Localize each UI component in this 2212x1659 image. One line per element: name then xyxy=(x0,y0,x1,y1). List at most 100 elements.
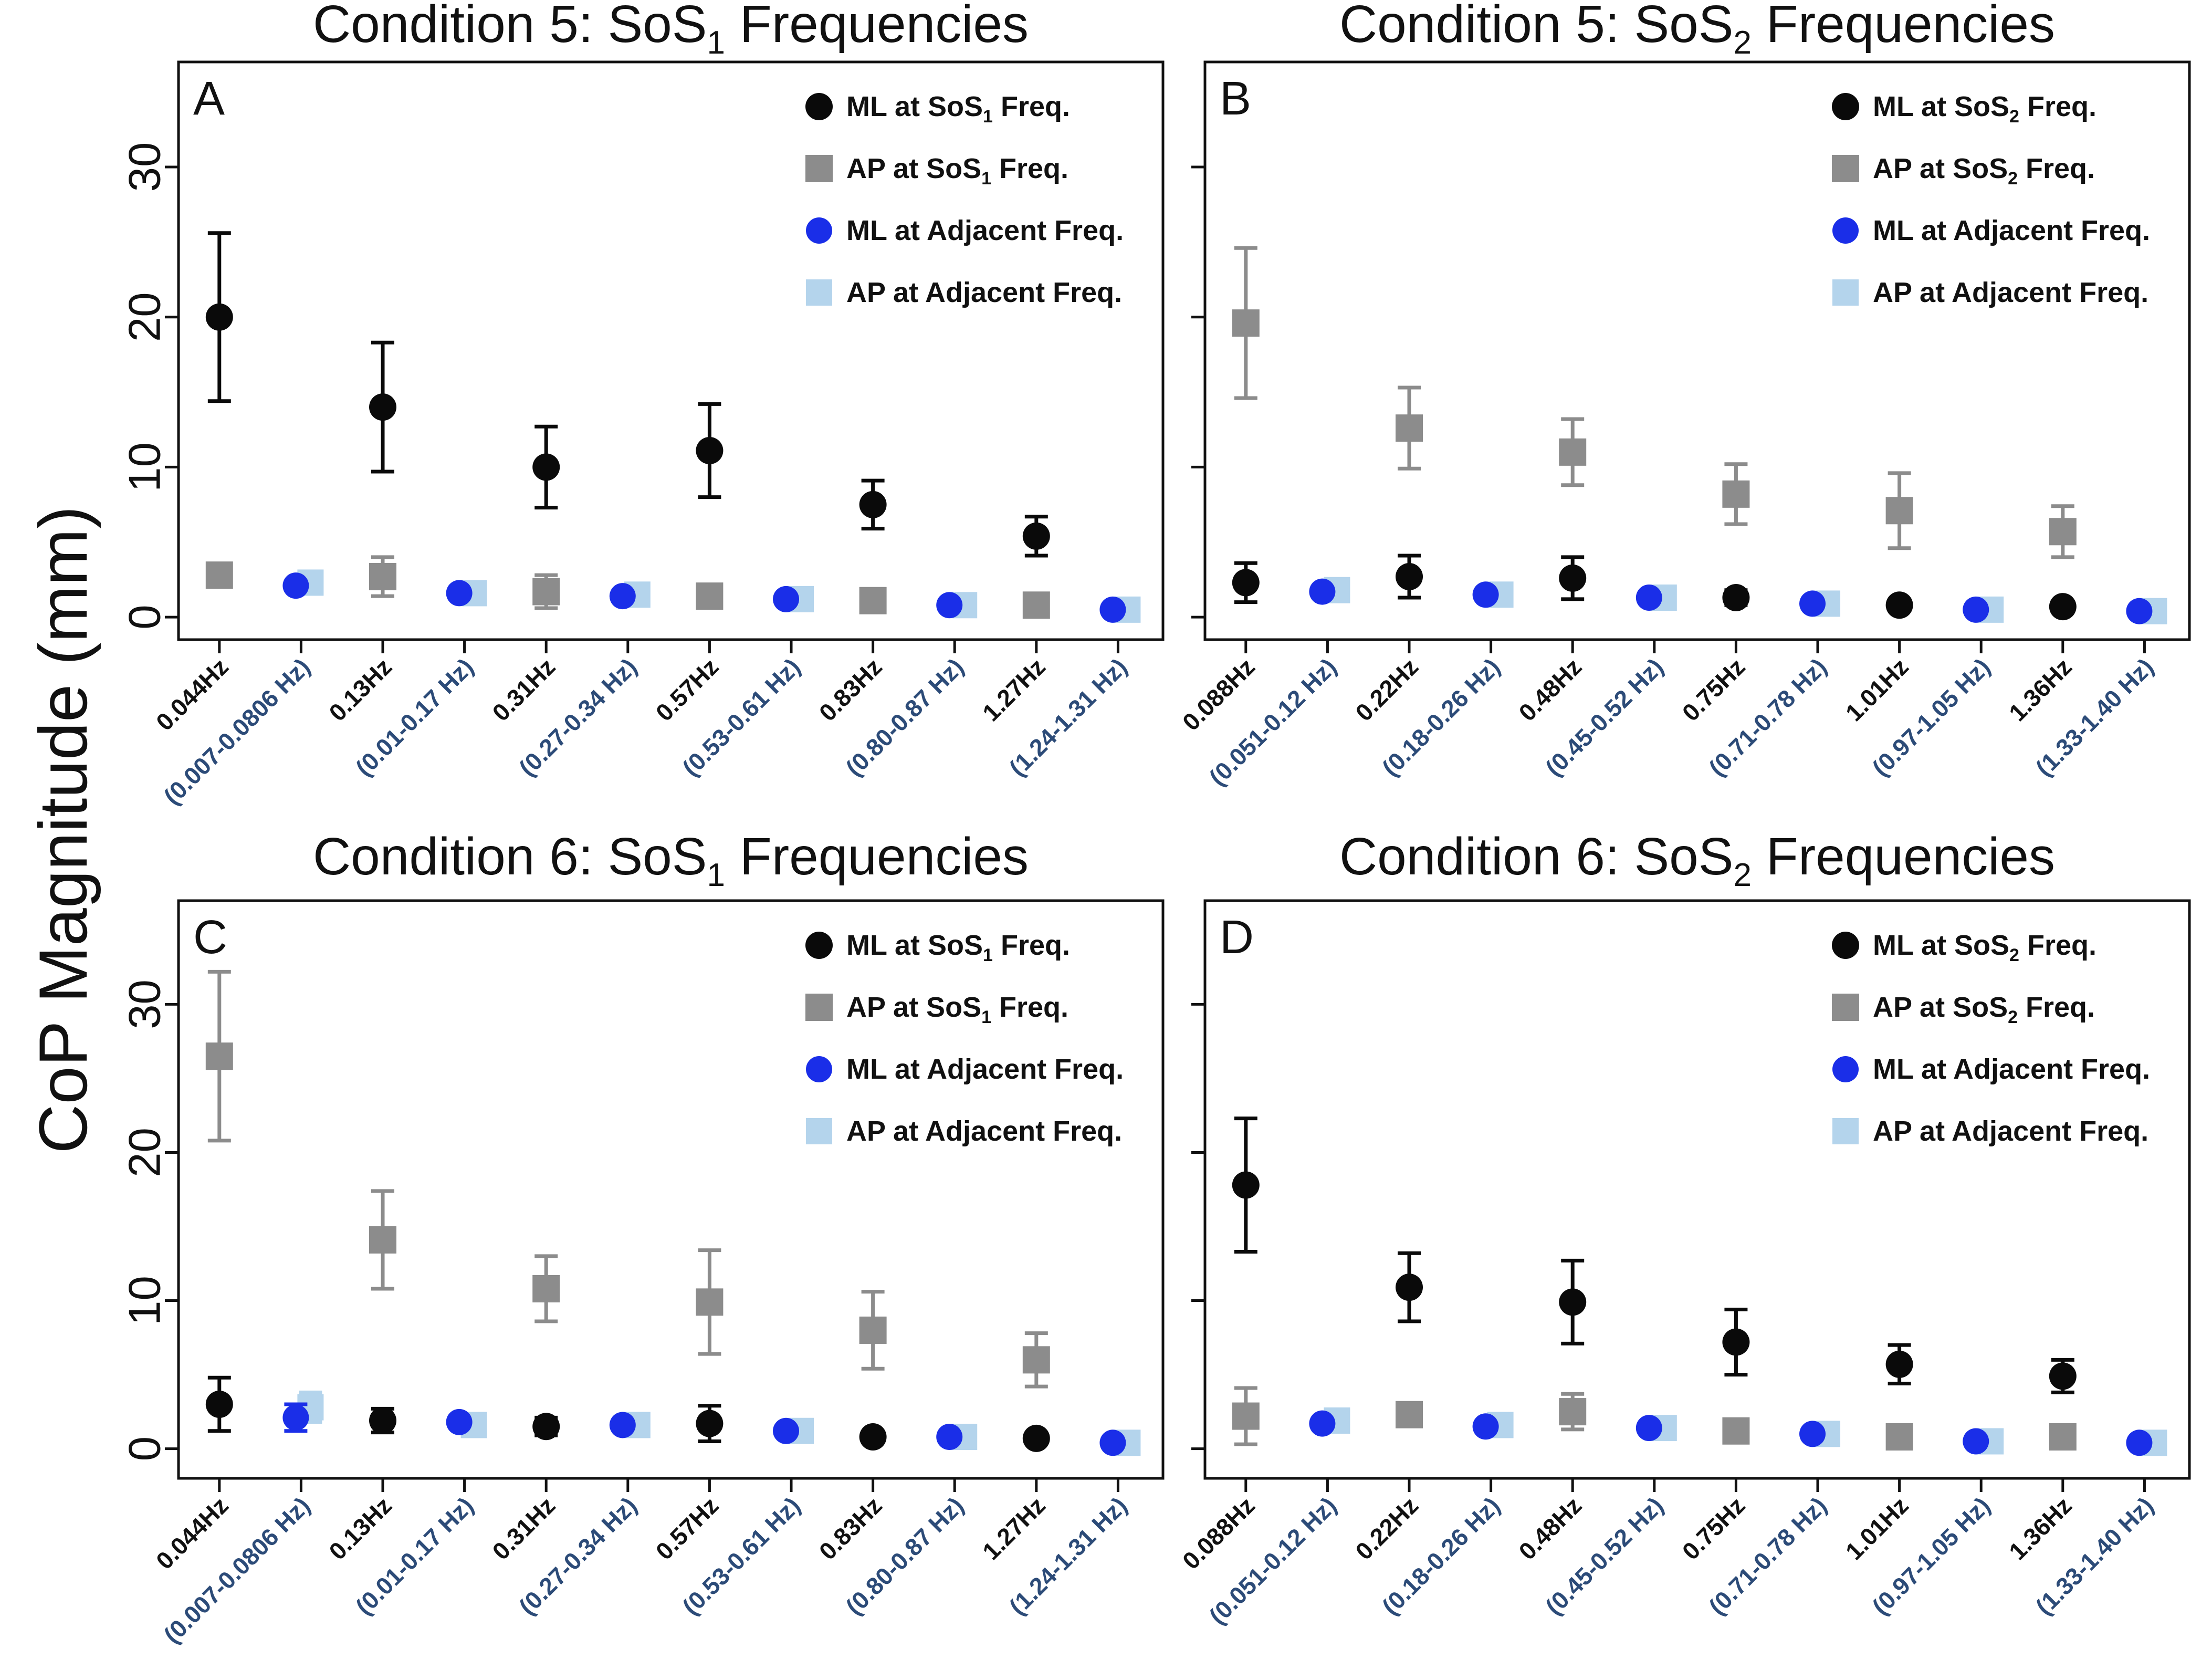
legend-label-main: AP at Adjacent Freq. xyxy=(1873,277,2148,308)
point-ap-sos xyxy=(1396,414,1423,442)
panel-c: Condition 6: SoS1 FrequenciesC01020300.0… xyxy=(120,827,1165,1648)
point-ml-adj xyxy=(1309,578,1336,605)
x-tick-label: (0.007-0.0806 Hz) xyxy=(159,653,316,810)
point-ml-sos xyxy=(2049,1362,2077,1390)
point-ml-adj xyxy=(773,1417,800,1444)
legend-label-main: AP at SoS xyxy=(846,992,981,1023)
legend-label: ML at Adjacent Freq. xyxy=(1873,215,2150,246)
plot-frame xyxy=(1203,60,2191,641)
legend-label-suffix: Freq. xyxy=(993,930,1070,961)
point-ap-sos xyxy=(205,561,233,589)
x-tick-label: 0.75Hz xyxy=(1677,653,1750,726)
point-ml-adj xyxy=(2126,598,2153,624)
legend-item: AP at SoS1 Freq. xyxy=(805,992,1068,1027)
legend-marker xyxy=(805,93,833,120)
legend-label-suffix: Freq. xyxy=(991,153,1068,184)
x-tick-label: 0.57Hz xyxy=(651,1491,724,1565)
point-ml-adj xyxy=(1472,1413,1499,1440)
point-ml-adj xyxy=(1636,585,1662,611)
plot-frame xyxy=(1203,899,2191,1480)
panel-title-main: Condition 5: SoS xyxy=(313,0,707,54)
point-ml-sos xyxy=(532,453,560,481)
panel-d: Condition 6: SoS2 FrequenciesD0.088Hz(0.… xyxy=(1177,827,2191,1630)
legend-label: ML at SoS1 Freq. xyxy=(846,930,1070,965)
x-tick-label: 0.75Hz xyxy=(1677,1491,1750,1565)
legend-label-main: ML at SoS xyxy=(846,91,983,122)
y-tick-label: 0 xyxy=(120,1436,170,1461)
legend-item: AP at SoS2 Freq. xyxy=(1832,153,2095,189)
legend-item: ML at SoS1 Freq. xyxy=(805,91,1070,127)
point-ml-sos xyxy=(1396,563,1423,590)
point-ml-sos xyxy=(1396,1274,1423,1301)
point-ap-sos xyxy=(1022,1346,1050,1374)
legend-marker xyxy=(806,1118,832,1144)
point-ml-sos xyxy=(369,1407,397,1434)
legend-label-main: ML at SoS xyxy=(1873,91,2009,122)
point-ml-sos xyxy=(1559,1288,1587,1316)
x-tick-label: 0.83Hz xyxy=(814,653,887,726)
legend-label-main: ML at Adjacent Freq. xyxy=(846,215,1124,246)
legend-marker xyxy=(1832,1118,1859,1144)
panel-title: Condition 5: SoS2 Frequencies xyxy=(1339,0,2055,61)
y-tick-label: 20 xyxy=(120,1128,170,1177)
legend-label-suffix: Freq. xyxy=(2019,930,2096,961)
panel-letter: A xyxy=(193,72,225,125)
legend-label-main: AP at Adjacent Freq. xyxy=(1873,1115,2148,1147)
legend-label-subscript: 1 xyxy=(983,945,993,965)
point-ml-adj xyxy=(1963,596,1989,623)
y-tick-label: 10 xyxy=(120,1276,170,1326)
legend-label: AP at SoS1 Freq. xyxy=(846,992,1068,1027)
point-ml-sos xyxy=(1022,1424,1050,1452)
point-ap-sos xyxy=(2049,1423,2077,1451)
x-tick-label: (0.007-0.0806 Hz) xyxy=(159,1491,316,1648)
point-ml-adj xyxy=(446,1408,473,1435)
point-ml-adj xyxy=(282,572,309,599)
point-ap-sos xyxy=(1022,591,1050,619)
panel-title: Condition 6: SoS2 Frequencies xyxy=(1339,827,2055,893)
legend-label: AP at Adjacent Freq. xyxy=(846,277,1122,308)
x-tick-label: 0.31Hz xyxy=(487,653,560,726)
point-ml-sos xyxy=(205,1390,233,1418)
x-tick-label: 1.27Hz xyxy=(977,653,1051,726)
panel-title-tail: Frequencies xyxy=(1752,827,2055,886)
legend-label-main: ML at Adjacent Freq. xyxy=(846,1053,1124,1085)
point-ml-sos xyxy=(1885,1350,1913,1378)
legend-item: AP at Adjacent Freq. xyxy=(806,277,1122,308)
x-tick-label: 0.13Hz xyxy=(323,1491,397,1565)
point-ap-sos xyxy=(696,1288,724,1316)
x-tick-label: 0.088Hz xyxy=(1177,1491,1260,1574)
legend-label: AP at Adjacent Freq. xyxy=(1873,277,2148,308)
legend-label-suffix: Freq. xyxy=(991,992,1068,1023)
panel-title-subscript: 1 xyxy=(707,25,725,61)
legend-marker xyxy=(1832,217,1859,244)
point-ml-sos xyxy=(1232,1171,1260,1199)
x-tick-label: 0.044Hz xyxy=(151,653,234,736)
point-ml-adj xyxy=(1799,1421,1826,1447)
legend-label-suffix: Freq. xyxy=(2018,153,2095,184)
point-ml-sos xyxy=(2049,593,2077,621)
legend-marker xyxy=(806,1056,832,1082)
x-tick-label: 0.48Hz xyxy=(1513,653,1587,726)
point-ml-adj xyxy=(1472,581,1499,608)
y-tick-label: 20 xyxy=(120,292,170,342)
point-ml-adj xyxy=(1309,1410,1336,1437)
point-ap-sos xyxy=(2049,518,2077,546)
legend-item: AP at SoS2 Freq. xyxy=(1832,992,2095,1027)
legend-marker xyxy=(805,155,833,182)
legend-label: AP at Adjacent Freq. xyxy=(846,1115,1122,1147)
point-ap-sos xyxy=(532,1275,560,1302)
legend-label: ML at Adjacent Freq. xyxy=(846,215,1124,246)
legend-item: ML at Adjacent Freq. xyxy=(806,1053,1124,1085)
point-ml-adj xyxy=(1099,1430,1126,1456)
point-ml-adj xyxy=(609,1412,636,1438)
legend-item: AP at Adjacent Freq. xyxy=(806,1115,1122,1147)
point-ap-sos xyxy=(1559,438,1587,466)
x-tick-label: 0.83Hz xyxy=(814,1491,887,1565)
point-ap-sos xyxy=(1722,1417,1750,1445)
legend-label-subscript: 1 xyxy=(981,1007,991,1027)
x-tick-label: 1.01Hz xyxy=(1840,1491,1914,1565)
legend-label-subscript: 1 xyxy=(983,107,993,127)
point-ml-sos xyxy=(696,1410,724,1437)
legend-label-main: AP at SoS xyxy=(846,153,981,184)
y-tick-label: 0 xyxy=(120,605,170,630)
